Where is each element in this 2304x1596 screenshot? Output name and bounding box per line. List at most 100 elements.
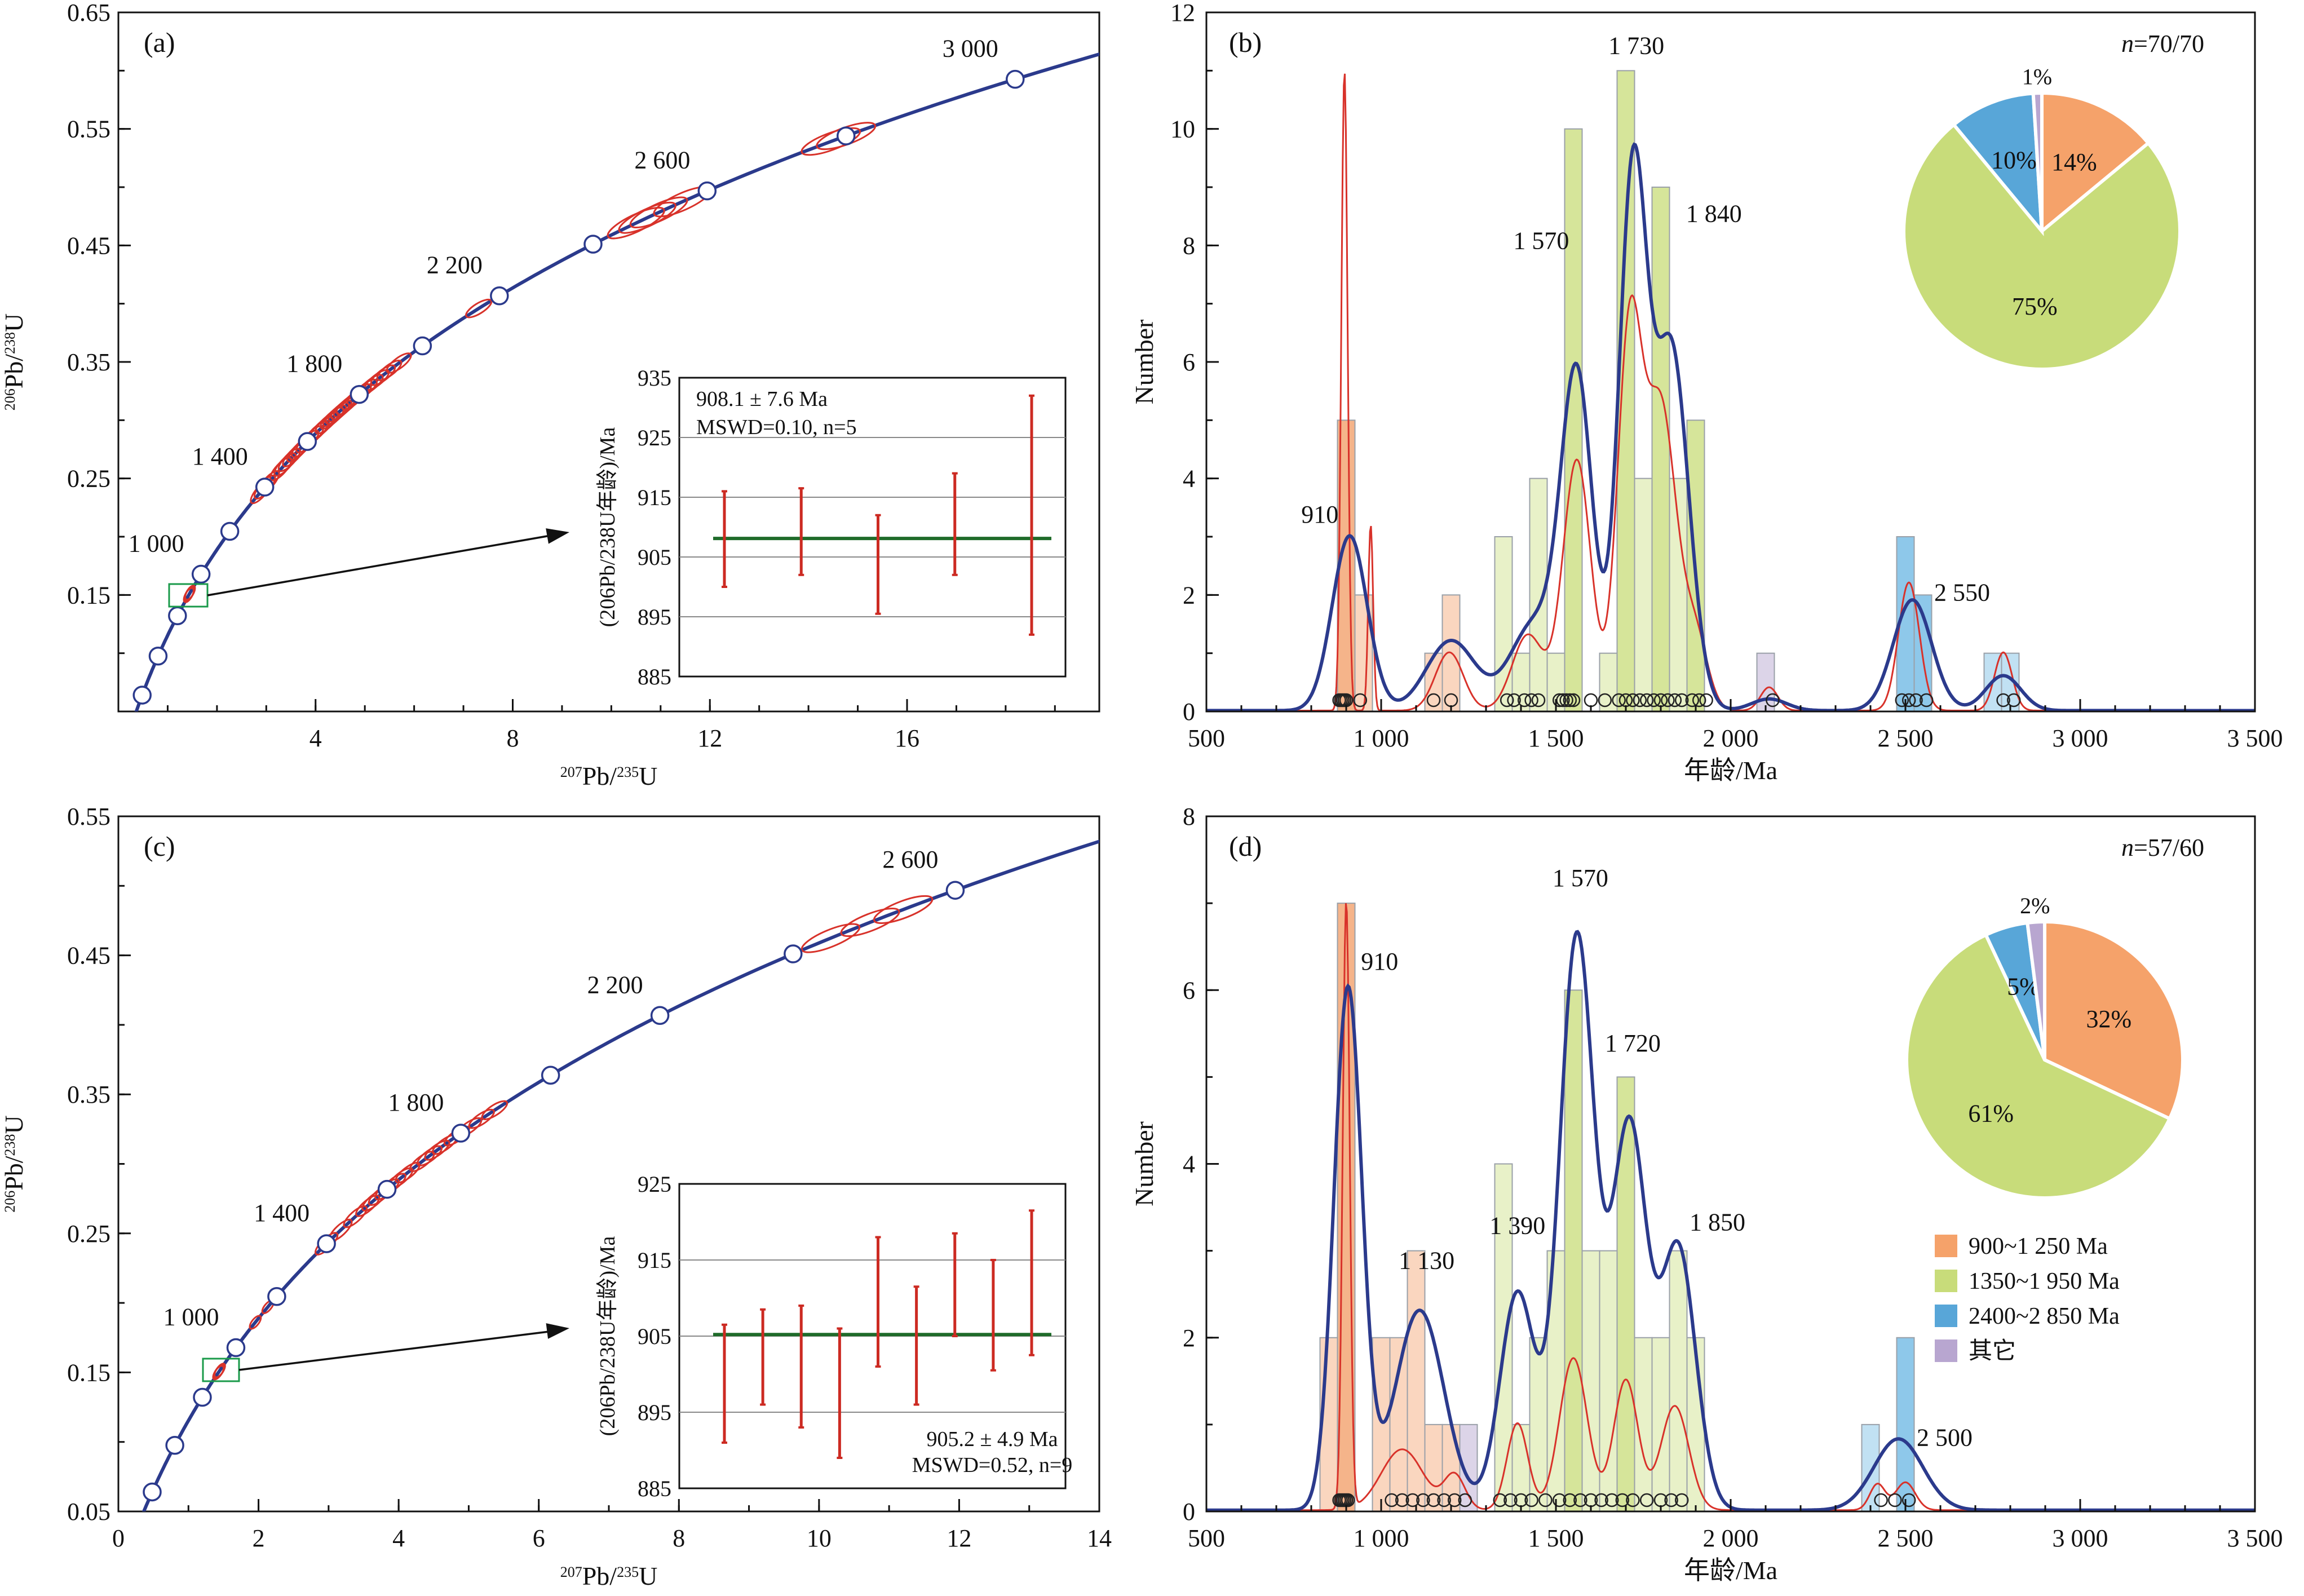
- legend-swatch: [1935, 1235, 1957, 1257]
- peak-age-label: 1 570: [1553, 864, 1608, 892]
- analysis-ellipse: [424, 1139, 450, 1161]
- pie-slice: [1902, 122, 2182, 371]
- y-axis-label-part: U: [0, 313, 28, 332]
- concordia-age-marker: [541, 1066, 560, 1085]
- grain-age-marker: [1563, 693, 1577, 708]
- x-tick-label: 3 500: [2227, 1524, 2283, 1552]
- concordia-age-marker: [451, 1124, 471, 1143]
- grain-age-marker: [1385, 1493, 1399, 1507]
- x-tick-label: 500: [1188, 724, 1225, 752]
- legend-label: 2400~2 850 Ma: [1969, 1303, 2120, 1329]
- grain-age-marker: [1598, 693, 1612, 708]
- x-axis-label: 年龄/Ma: [1684, 756, 1777, 785]
- x-tick-label: 12: [697, 724, 722, 752]
- x-tick-label: 14: [1087, 1524, 1112, 1552]
- histogram-bar: [1564, 128, 1583, 713]
- inset-y-tick-label: 905: [638, 1324, 671, 1349]
- grain-age-marker: [1341, 1493, 1355, 1507]
- analysis-ellipse: [376, 360, 403, 381]
- grain-age-marker: [1552, 693, 1567, 708]
- concordia-age-marker: [267, 1286, 286, 1306]
- peak-age-label: 2 550: [1934, 578, 1990, 606]
- x-tick-label: 3 000: [2053, 1524, 2108, 1552]
- y-tick-label: 4: [1183, 1151, 1195, 1178]
- histogram-bar: [1494, 536, 1513, 712]
- peak-age-label: 1 570: [1513, 227, 1569, 254]
- histogram-bar: [1599, 652, 1618, 712]
- panel-label: (a): [144, 26, 175, 58]
- grain-age-marker: [1584, 693, 1598, 708]
- histogram-bar: [1896, 1337, 1915, 1512]
- histogram-bar: [1529, 1337, 1548, 1512]
- pie-slice-label: 2%: [2020, 893, 2050, 918]
- concordia-age-marker: [490, 286, 509, 306]
- concordia-curve: [141, 839, 1099, 1511]
- peak-age-label: 1 840: [1686, 200, 1742, 228]
- concordia-age-marker: [945, 881, 965, 900]
- peak-age-label: 910: [1301, 501, 1338, 528]
- y-tick-label: 4: [1183, 465, 1195, 493]
- inset-stats-text: MSWD=0.10, n=5: [696, 415, 857, 439]
- inset-y-axis-label: (206Pb/238U年龄)/Ma: [596, 427, 620, 627]
- concordia-age-marker: [191, 564, 211, 584]
- grain-age-marker: [1996, 693, 2010, 708]
- x-tick-label: 500: [1188, 1524, 1225, 1552]
- analysis-ellipse: [184, 585, 196, 601]
- y-tick-label: 0.45: [67, 942, 110, 970]
- grain-age-marker: [1699, 693, 1713, 708]
- histogram-bar: [1372, 1337, 1391, 1512]
- x-tick-label: 3 000: [2053, 724, 2108, 752]
- concordia-age-marker: [255, 478, 275, 497]
- concordia-age-marker: [350, 384, 369, 404]
- inset-y-tick-label: 935: [638, 365, 671, 391]
- grain-age-marker: [1594, 1493, 1608, 1507]
- grain-age-marker: [1552, 1493, 1567, 1507]
- grain-age-marker: [1639, 1493, 1654, 1507]
- sample-count-label: n=70/70: [2121, 30, 2204, 58]
- sample-count-italic: n: [2121, 834, 2134, 861]
- x-tick-label: 12: [947, 1524, 971, 1552]
- legend-swatch: [1935, 1270, 1957, 1292]
- inset-y-tick-label: 925: [638, 425, 671, 450]
- weighted-mean-inset: [678, 377, 1067, 678]
- grain-age-marker: [1353, 693, 1368, 708]
- legend-label: 1350~1 950 Ma: [1969, 1268, 2120, 1294]
- grain-age-marker: [1901, 693, 1916, 708]
- concordia-age-marker: [298, 432, 317, 451]
- concordia-plot: [141, 839, 1099, 1511]
- concordia-age-label: 1 800: [286, 350, 342, 378]
- y-tick-label: 8: [1183, 232, 1195, 259]
- pie-slice-label: 10%: [1991, 147, 2037, 174]
- x-tick-label: 10: [807, 1524, 832, 1552]
- grain-age-marker: [1395, 1493, 1409, 1507]
- grain-age-marker: [1766, 693, 1780, 708]
- grain-age-marker: [1615, 1493, 1630, 1507]
- grain-age-marker: [1437, 1493, 1451, 1507]
- y-axis-label: 206Pb/238U: [0, 313, 28, 411]
- y-tick-label: 0: [1183, 1498, 1195, 1526]
- concordia-age-marker: [148, 646, 168, 666]
- x-tick-label: 16: [895, 724, 919, 752]
- y-tick-label: 12: [1170, 0, 1195, 26]
- grain-age-marker: [1685, 693, 1700, 708]
- y-axis-label-part: U: [0, 1115, 28, 1134]
- concordia-age-marker: [1006, 69, 1025, 89]
- concordia-age-marker: [650, 1006, 670, 1025]
- inset-y-tick-label: 895: [638, 604, 671, 630]
- concordia-age-label: 1 000: [163, 1303, 219, 1330]
- grain-age-marker: [1524, 693, 1538, 708]
- concordia-age-marker: [413, 336, 432, 356]
- concordia-age-marker: [132, 686, 152, 705]
- inset-y-tick-label: 885: [638, 664, 671, 689]
- grain-age-marker: [2006, 693, 2021, 708]
- grain-age-marker: [1517, 693, 1532, 708]
- pie-slice-label: 61%: [1968, 1099, 2014, 1127]
- grain-age-marker: [1674, 693, 1689, 708]
- x-axis-label-part: U: [639, 1562, 657, 1590]
- x-tick-label: 0: [112, 1524, 125, 1552]
- peak-age-label: 1 130: [1399, 1246, 1454, 1274]
- concordia-age-label: 3 000: [943, 35, 998, 63]
- zoom-arrow-head: [546, 1323, 569, 1339]
- x-axis-label-part: 235: [617, 1564, 639, 1580]
- grain-age-marker: [1604, 1493, 1619, 1507]
